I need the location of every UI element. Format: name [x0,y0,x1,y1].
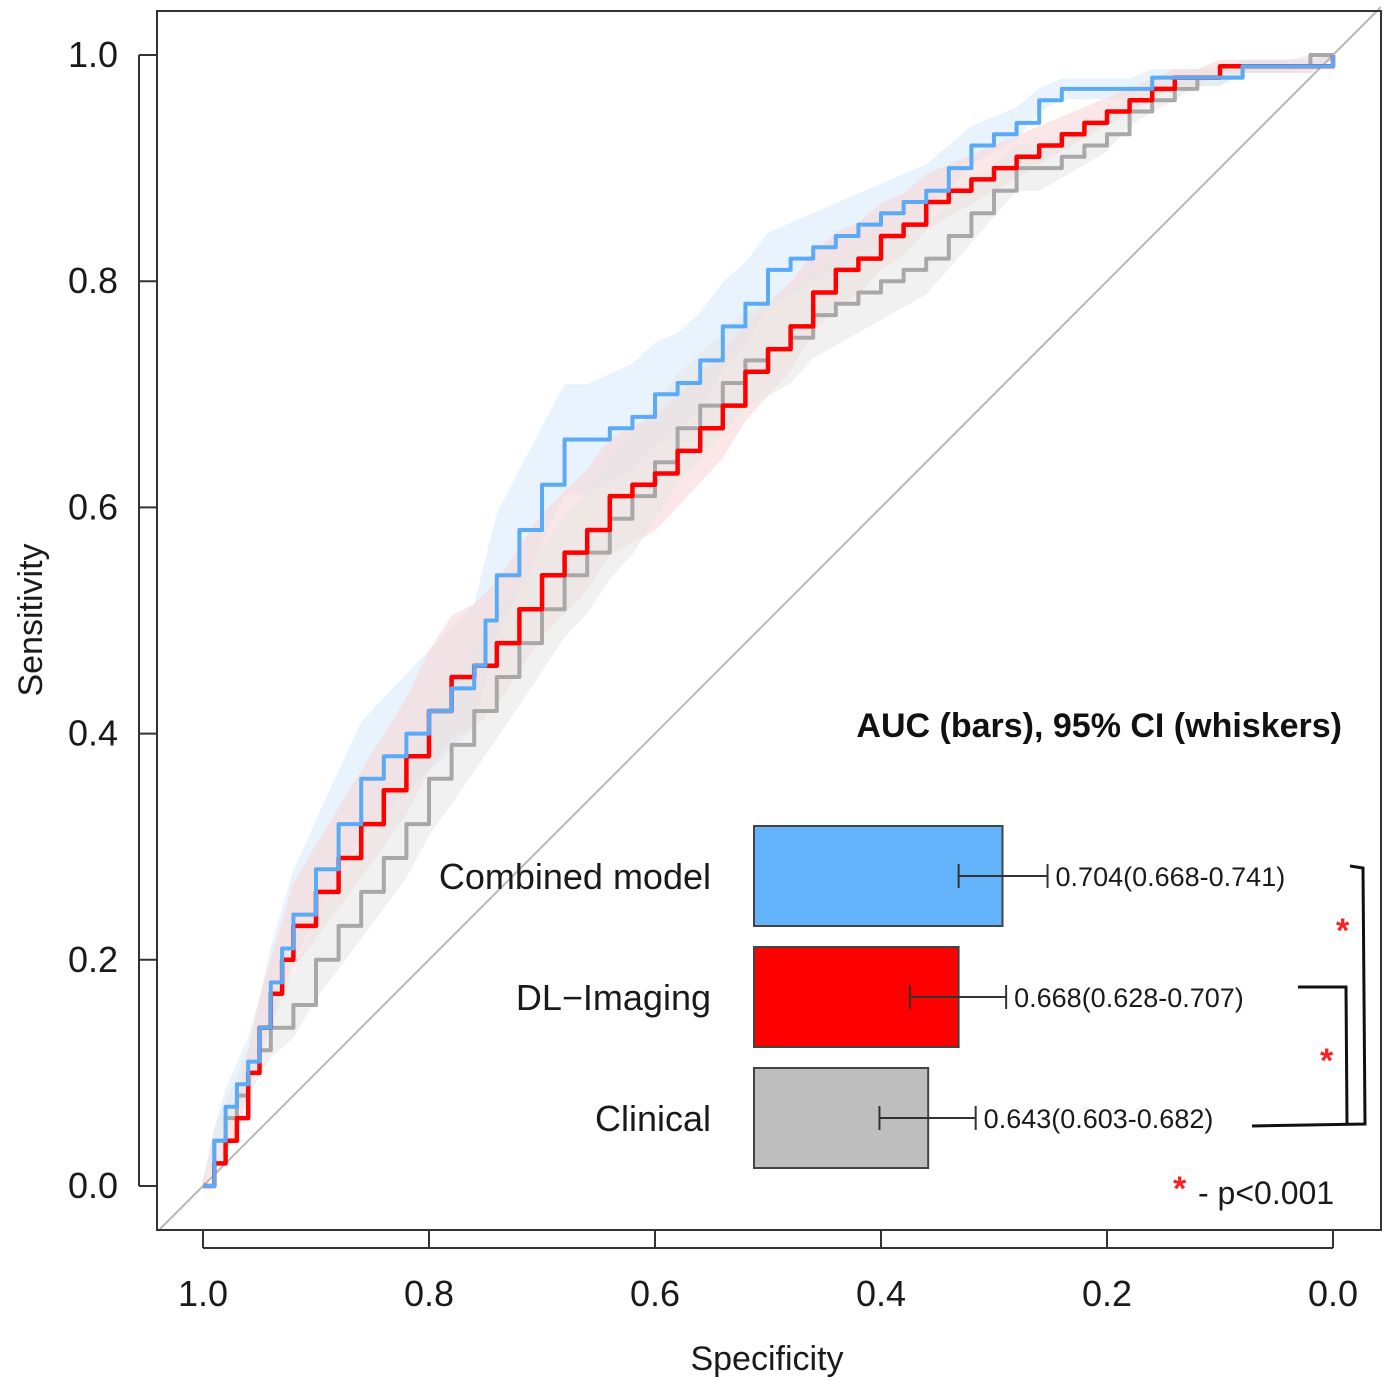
auc-bars: Combined model 0.704(0.668-0.741) DL−Imagi… [439,825,1286,1169]
plot-frame [156,10,1382,1231]
x-axis-title: Specificity [690,1340,843,1378]
significance-note: - p<0.001 [1198,1175,1334,1211]
significance-note-star: * [1173,1170,1187,1208]
y-tick-label: 0.0 [68,1165,118,1206]
x-tick-label: 0.6 [630,1273,680,1314]
bracket-combined-vs-clinical [1251,864,1367,1128]
auc-bar-value: 0.643(0.603-0.682) [984,1104,1214,1134]
roc-curve-dl-imaging [203,55,1336,1189]
x-tick-label: 0.2 [1082,1273,1132,1314]
roc-curve-combined-model [203,55,1335,1188]
x-tick-label: 0.4 [856,1273,906,1314]
auc-inset: AUC (bars), 95% CI (whiskers) Combined m… [439,707,1367,1211]
y-tick-label: 0.6 [68,486,118,527]
x-tick-label: 0.0 [1308,1273,1358,1314]
bracket-dl-vs-clinical [1298,985,1349,1124]
y-tick-label: 0.2 [68,939,118,980]
auc-bar-name: Clinical [595,1098,711,1139]
y-axis-title: Sensitivity [12,543,50,696]
reference-diagonal [157,6,1382,1232]
significance-star: * [1320,1042,1334,1080]
x-tick-label: 1.0 [178,1273,228,1314]
y-tick-label: 0.8 [68,260,118,301]
x-axis: 1.0 0.8 0.6 0.4 0.2 0.0 [178,1230,1358,1314]
auc-bar-name: DL−Imaging [516,977,711,1018]
inset-title: AUC (bars), 95% CI (whiskers) [856,707,1342,745]
auc-bar-value: 0.668(0.628-0.707) [1014,983,1244,1013]
y-tick-label: 1.0 [68,34,118,75]
roc-curve-clinical [203,53,1333,1188]
roc-curves [203,53,1336,1189]
auc-bar-name: Combined model [439,856,711,897]
significance-star: * [1336,912,1350,950]
x-tick-label: 0.8 [404,1273,454,1314]
significance-brackets: ** [1251,864,1367,1128]
y-tick-label: 0.4 [68,713,118,754]
y-axis: 0.0 0.2 0.4 0.6 0.8 1.0 [68,34,157,1206]
auc-bar-value: 0.704(0.668-0.741) [1056,862,1286,892]
